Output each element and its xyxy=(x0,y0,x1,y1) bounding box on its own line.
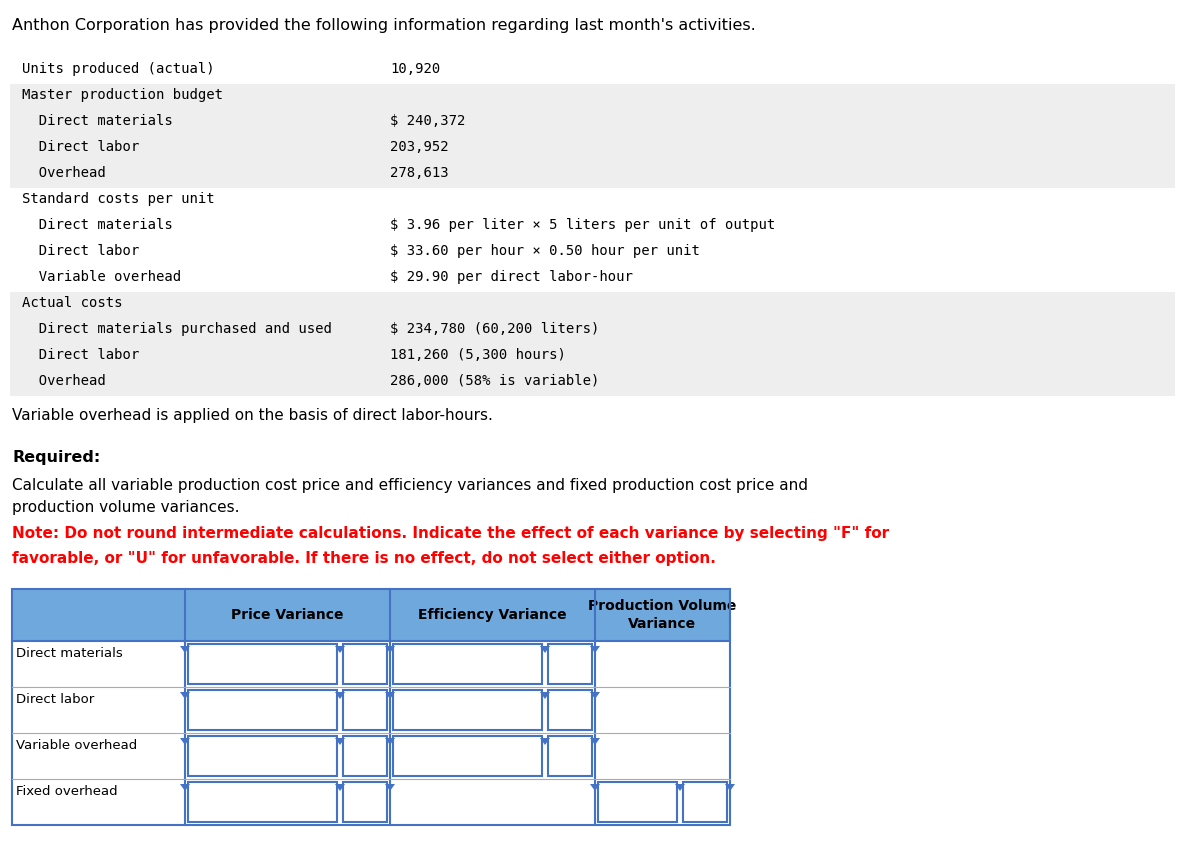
Polygon shape xyxy=(385,784,395,791)
Polygon shape xyxy=(180,692,190,699)
Bar xyxy=(343,644,386,684)
Bar xyxy=(548,644,592,684)
Text: Required:: Required: xyxy=(12,450,101,465)
Text: 278,613: 278,613 xyxy=(390,166,449,180)
Polygon shape xyxy=(540,646,550,653)
Polygon shape xyxy=(335,646,346,653)
Polygon shape xyxy=(590,646,600,653)
Text: Note: Do not round intermediate calculations. Indicate the effect of each varian: Note: Do not round intermediate calculat… xyxy=(12,526,889,541)
Polygon shape xyxy=(180,738,190,745)
Text: Standard costs per unit: Standard costs per unit xyxy=(22,192,215,206)
Polygon shape xyxy=(385,646,395,653)
Bar xyxy=(12,733,730,779)
Polygon shape xyxy=(385,738,395,745)
Polygon shape xyxy=(335,692,346,699)
Text: Direct labor: Direct labor xyxy=(22,140,139,154)
Bar xyxy=(12,589,730,641)
Polygon shape xyxy=(335,738,346,745)
Text: Calculate all variable production cost price and efficiency variances and fixed : Calculate all variable production cost p… xyxy=(12,478,808,493)
Text: Direct materials: Direct materials xyxy=(22,114,173,128)
Bar xyxy=(10,344,1175,370)
Polygon shape xyxy=(540,692,550,699)
Text: Overhead: Overhead xyxy=(22,166,106,180)
Polygon shape xyxy=(674,784,685,791)
Bar xyxy=(10,292,1175,318)
Bar xyxy=(548,690,592,730)
Text: Efficiency Variance: Efficiency Variance xyxy=(418,608,566,622)
Bar xyxy=(598,782,677,822)
Text: Direct labor: Direct labor xyxy=(22,244,139,258)
Text: $ 29.90 per direct labor-hour: $ 29.90 per direct labor-hour xyxy=(390,270,632,284)
Text: $ 33.60 per hour × 0.50 hour per unit: $ 33.60 per hour × 0.50 hour per unit xyxy=(390,244,700,258)
Bar xyxy=(12,779,730,825)
Bar xyxy=(12,687,730,733)
Bar xyxy=(394,690,542,730)
Bar xyxy=(10,110,1175,136)
Text: Units produced (actual): Units produced (actual) xyxy=(22,62,215,76)
Polygon shape xyxy=(590,692,600,699)
Polygon shape xyxy=(540,738,550,745)
Text: Actual costs: Actual costs xyxy=(22,296,122,310)
Text: Direct materials: Direct materials xyxy=(22,218,173,232)
Text: Overhead: Overhead xyxy=(22,374,106,388)
Bar xyxy=(188,690,337,730)
Text: Production Volume
Variance: Production Volume Variance xyxy=(588,599,737,631)
Bar xyxy=(12,641,730,687)
Text: $ 234,780 (60,200 liters): $ 234,780 (60,200 liters) xyxy=(390,322,599,336)
Polygon shape xyxy=(180,646,190,653)
Polygon shape xyxy=(180,784,190,791)
Bar xyxy=(343,736,386,776)
Text: 286,000 (58% is variable): 286,000 (58% is variable) xyxy=(390,374,599,388)
Text: Direct materials purchased and used: Direct materials purchased and used xyxy=(22,322,332,336)
Bar xyxy=(394,644,542,684)
Text: Variable overhead: Variable overhead xyxy=(16,739,137,752)
Bar xyxy=(188,644,337,684)
Text: 10,920: 10,920 xyxy=(390,62,440,76)
Text: Price Variance: Price Variance xyxy=(232,608,343,622)
Text: Variable overhead: Variable overhead xyxy=(22,270,181,284)
Bar xyxy=(683,782,727,822)
Text: 203,952: 203,952 xyxy=(390,140,449,154)
Text: Anthon Corporation has provided the following information regarding last month's: Anthon Corporation has provided the foll… xyxy=(12,18,756,33)
Text: Fixed overhead: Fixed overhead xyxy=(16,785,118,798)
Bar xyxy=(10,162,1175,188)
Bar xyxy=(394,736,542,776)
Bar xyxy=(188,782,337,822)
Bar xyxy=(343,690,386,730)
Bar xyxy=(10,370,1175,396)
Bar xyxy=(343,782,386,822)
Bar xyxy=(12,589,730,825)
Polygon shape xyxy=(725,784,734,791)
Text: Variable overhead is applied on the basis of direct labor-hours.: Variable overhead is applied on the basi… xyxy=(12,408,493,423)
Text: 181,260 (5,300 hours): 181,260 (5,300 hours) xyxy=(390,348,566,362)
Text: $ 240,372: $ 240,372 xyxy=(390,114,466,128)
Text: Direct labor: Direct labor xyxy=(16,693,95,706)
Polygon shape xyxy=(385,692,395,699)
Bar xyxy=(10,84,1175,110)
Text: Direct labor: Direct labor xyxy=(22,348,139,362)
Polygon shape xyxy=(335,784,346,791)
Bar xyxy=(10,136,1175,162)
Text: $ 3.96 per liter × 5 liters per unit of output: $ 3.96 per liter × 5 liters per unit of … xyxy=(390,218,775,232)
Polygon shape xyxy=(590,784,600,791)
Text: Direct materials: Direct materials xyxy=(16,647,122,660)
Text: production volume variances.: production volume variances. xyxy=(12,500,240,515)
Polygon shape xyxy=(590,738,600,745)
Text: Master production budget: Master production budget xyxy=(22,88,223,102)
Bar xyxy=(548,736,592,776)
Bar xyxy=(188,736,337,776)
Bar xyxy=(10,318,1175,344)
Text: favorable, or "U" for unfavorable. If there is no effect, do not select either o: favorable, or "U" for unfavorable. If th… xyxy=(12,551,716,566)
